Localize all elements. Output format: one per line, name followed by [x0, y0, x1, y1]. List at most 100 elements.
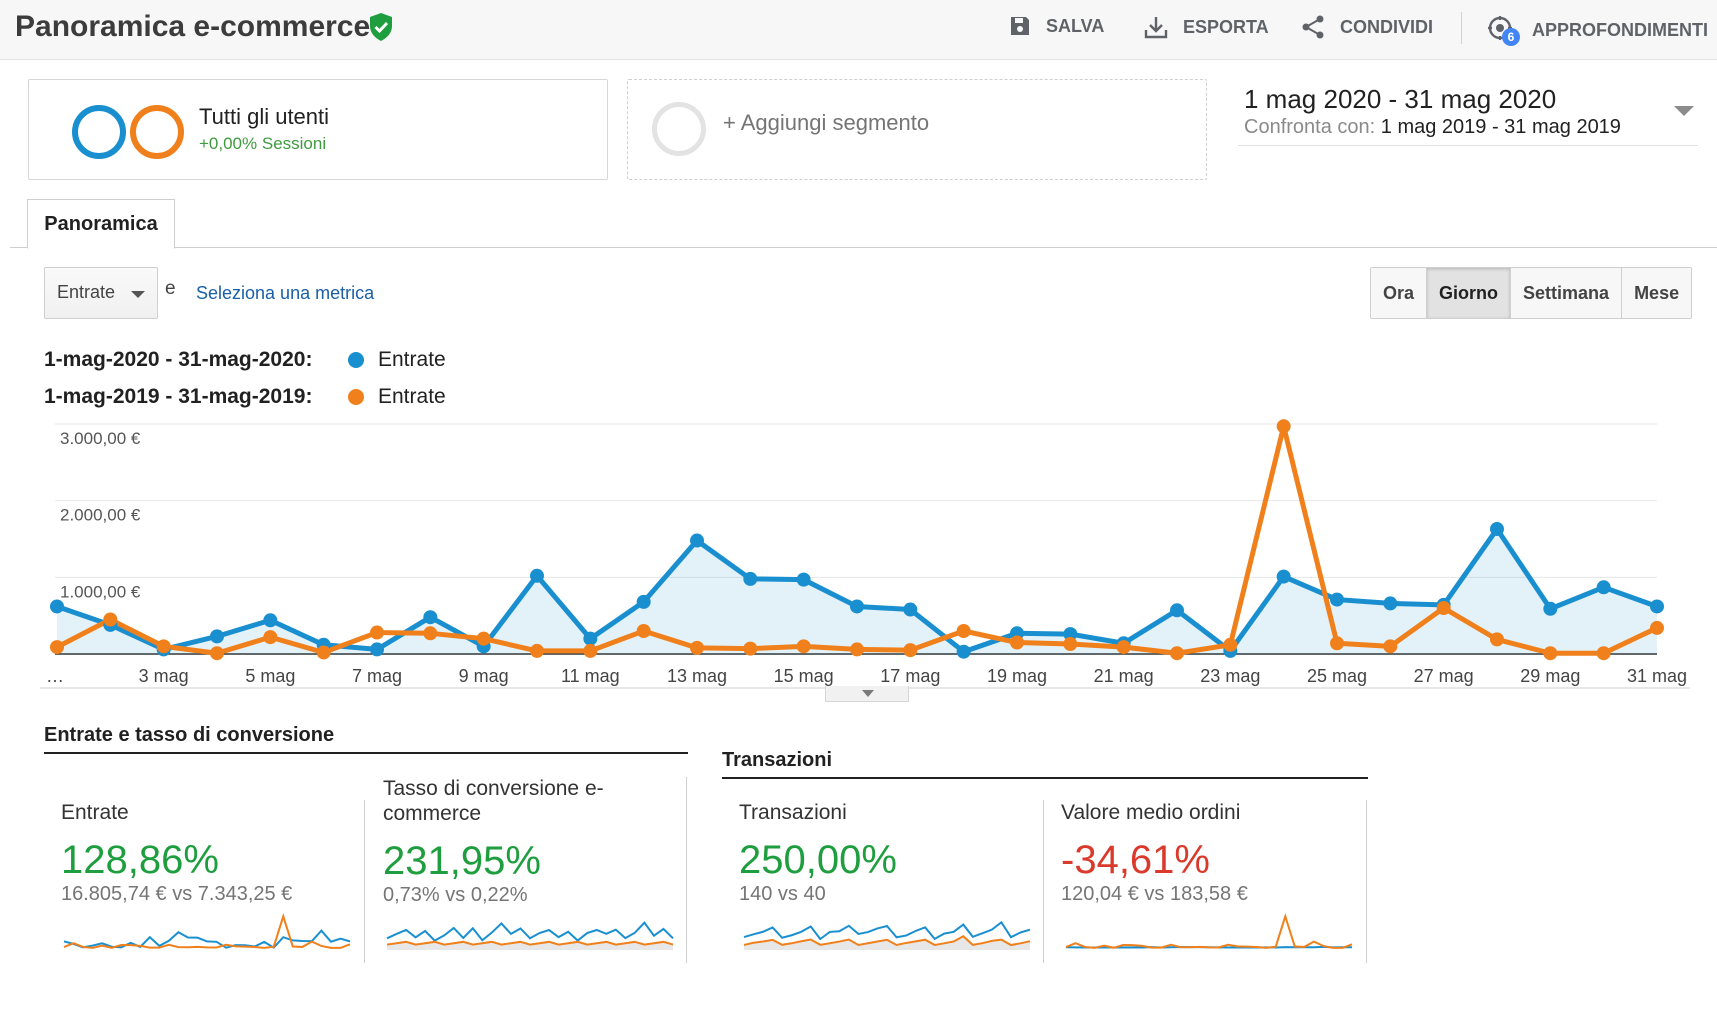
data-point-2020[interactable] [50, 599, 64, 614]
data-point-2020[interactable] [423, 610, 438, 625]
card-divider [1043, 800, 1044, 963]
x-tick-label: 29 mag [1520, 666, 1580, 686]
data-point-2020[interactable] [1330, 592, 1344, 607]
granularity-month-button[interactable]: Mese [1622, 268, 1692, 318]
data-point-2020[interactable] [1543, 601, 1558, 616]
data-point-2019[interactable] [103, 612, 118, 627]
data-point-2020[interactable] [583, 631, 598, 646]
data-point-2019[interactable] [1436, 601, 1451, 615]
data-point-2019[interactable] [210, 646, 224, 661]
x-tick-label: 9 mag [459, 666, 509, 686]
insights-button[interactable]: 6 APPROFONDIMENTI [1486, 14, 1708, 46]
data-point-2020[interactable] [1276, 569, 1291, 584]
segment-circles-icon [71, 102, 191, 167]
granularity-hour-button[interactable]: Ora [1371, 268, 1428, 318]
export-button[interactable]: ESPORTA [1143, 14, 1269, 40]
data-point-2020[interactable] [1490, 522, 1504, 537]
data-point-2019[interactable] [476, 631, 491, 646]
card-transactions-name: Transazioni [739, 801, 847, 824]
card-revenue[interactable]: Entrate 128,86% 16.805,74 € vs 7.343,25 … [61, 800, 381, 906]
verified-shield-icon [368, 12, 394, 47]
data-point-2020[interactable] [1596, 580, 1611, 595]
and-text: e [165, 278, 176, 299]
data-point-2020[interactable] [690, 533, 704, 548]
data-point-2019[interactable] [1383, 639, 1398, 654]
data-point-2019[interactable] [1063, 637, 1078, 652]
segment-all-users[interactable]: Tutti gli utenti +0,00% Sessioni [28, 79, 608, 180]
data-point-2019[interactable] [1276, 419, 1291, 434]
data-point-2019[interactable] [423, 626, 438, 641]
data-point-2020[interactable] [1383, 596, 1398, 611]
data-point-2020[interactable] [210, 629, 224, 644]
tab-overview[interactable]: Panoramica [27, 199, 175, 249]
card-conversion-rate[interactable]: Tasso di conversione e-commerce 231,95% … [383, 776, 673, 907]
card-avg-order-value[interactable]: Valore medio ordini -34,61% 120,04 € vs … [1061, 800, 1381, 906]
data-point-2019[interactable] [1170, 646, 1184, 661]
select-metric-link[interactable]: Seleziona una metrica [196, 283, 375, 303]
data-point-2019[interactable] [1330, 636, 1344, 651]
save-button[interactable]: SALVA [1008, 14, 1104, 38]
data-point-2020[interactable] [903, 602, 918, 617]
share-label: CONDIVIDI [1340, 16, 1434, 37]
add-segment-button[interactable]: + Aggiungi segmento [627, 79, 1207, 180]
data-point-2020[interactable] [743, 571, 758, 586]
data-point-2019[interactable] [1223, 637, 1238, 652]
compare-range: 1 mag 2019 - 31 mag 2019 [1380, 116, 1621, 138]
data-point-2019[interactable] [743, 641, 758, 656]
data-point-2020[interactable] [956, 644, 971, 659]
sparkline-current [63, 929, 351, 949]
granularity-day-button[interactable]: Giorno [1427, 268, 1512, 318]
date-range-picker[interactable]: 1 mag 2020 - 31 mag 2020 Confronta con: … [1238, 80, 1698, 146]
data-point-2019[interactable] [636, 624, 651, 638]
legend-dot-orange [348, 389, 364, 405]
legend-previous: 1-mag-2019 - 31-mag-2019: Entrate [44, 385, 446, 409]
data-point-2019[interactable] [263, 630, 278, 645]
data-point-2020[interactable] [1170, 603, 1184, 618]
data-point-2019[interactable] [903, 643, 918, 658]
data-point-2019[interactable] [530, 643, 544, 658]
data-point-2020[interactable] [263, 613, 278, 628]
data-point-2019[interactable] [583, 643, 598, 658]
data-point-2019[interactable] [316, 645, 331, 660]
sparkline-conversion [386, 921, 674, 950]
segment-name: Tutti gli utenti [199, 104, 330, 129]
data-point-2019[interactable] [50, 640, 64, 655]
share-button[interactable]: CONDIVIDI [1300, 14, 1433, 40]
data-point-2019[interactable] [1490, 632, 1504, 647]
data-point-2019[interactable] [850, 642, 864, 657]
legend-current: 1-mag-2020 - 31-mag-2020: Entrate [44, 348, 446, 372]
card-conversion-compare: 0,73% vs 0,22% [383, 884, 528, 906]
data-point-2020[interactable] [850, 599, 864, 614]
data-point-2019[interactable] [690, 640, 704, 655]
data-point-2020[interactable] [796, 572, 811, 587]
sparkline-current [386, 921, 674, 942]
revenue-line-chart: 3.000,00 € 2.000,00 € 1.000,00 € … 3 mag 5 ma… [40, 419, 1690, 689]
data-point-2019[interactable] [156, 639, 171, 654]
card-transactions[interactable]: Transazioni 250,00% 140 vs 40 [739, 800, 1059, 906]
export-label: ESPORTA [1183, 16, 1269, 37]
card-revenue-compare: 16.805,74 € vs 7.343,25 € [61, 883, 293, 905]
section-title-transactions: Transazioni [722, 749, 1368, 779]
data-point-2019[interactable] [1116, 640, 1131, 655]
legend-current-metric: Entrate [378, 348, 446, 371]
data-point-2020[interactable] [370, 642, 384, 657]
x-tick-label: 15 mag [774, 666, 834, 686]
insights-count-badge: 6 [1502, 28, 1520, 46]
data-point-2020[interactable] [636, 594, 651, 609]
data-point-2019[interactable] [1543, 646, 1558, 661]
granularity-week-button[interactable]: Settimana [1511, 268, 1623, 318]
metric-dropdown[interactable]: Entrate [44, 267, 158, 319]
data-point-2020[interactable] [1650, 599, 1664, 614]
data-point-2019[interactable] [1596, 646, 1611, 661]
data-point-2020[interactable] [1063, 627, 1078, 642]
sparkline-current [743, 920, 1031, 941]
x-tick-label: 13 mag [667, 666, 727, 686]
data-point-2019[interactable] [1010, 635, 1024, 650]
data-point-2019[interactable] [796, 639, 811, 654]
data-point-2020[interactable] [530, 568, 544, 583]
chart-resize-handle[interactable] [825, 686, 909, 702]
sparkline-aov [1065, 912, 1353, 949]
data-point-2019[interactable] [1650, 620, 1664, 635]
data-point-2019[interactable] [370, 625, 384, 640]
data-point-2019[interactable] [956, 624, 971, 638]
